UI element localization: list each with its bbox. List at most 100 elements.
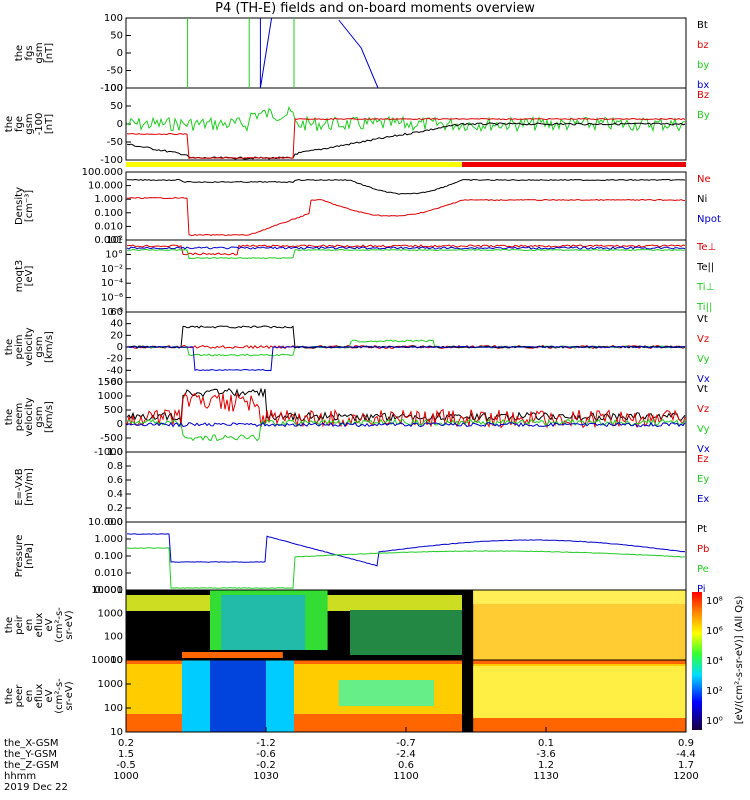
ytick-label-peer: 100 xyxy=(104,703,123,714)
colorbar-tick: 10⁶ xyxy=(706,626,723,637)
temp-te xyxy=(126,244,686,256)
legend-pressure-Pe: Pe xyxy=(697,564,709,575)
peir-band-inner xyxy=(221,595,306,650)
legend-efield-Ez: Ez xyxy=(697,454,709,465)
ytick-label-pressure: 0.100 xyxy=(94,551,123,562)
xaxis-value: 1200 xyxy=(673,771,698,782)
ytick-label-fgs: 50 xyxy=(110,31,123,42)
ytick-label-peer: 10 xyxy=(110,727,123,738)
ylabel-line: -100 xyxy=(34,113,45,136)
ylabel-line: gsm xyxy=(34,336,45,357)
legend-temp-Te||: Te|| xyxy=(696,262,714,273)
density-ne xyxy=(126,196,686,237)
xaxis-value: -0.2 xyxy=(256,760,276,771)
ylabel-line: E=-VxB xyxy=(14,468,25,505)
temp-tipar xyxy=(127,248,686,260)
ytick-label-density: 0.001 xyxy=(94,235,123,246)
pressure-pe xyxy=(126,547,686,589)
peer-band-green xyxy=(338,680,434,706)
colorbar-tick: 10² xyxy=(706,686,723,697)
peir-low-band xyxy=(182,652,283,658)
temp-ti xyxy=(126,246,686,250)
panel-frame-pressure xyxy=(125,521,687,591)
ylabel-efield: E=-VxB [mV/m] xyxy=(14,468,35,506)
ytick-label-peim: 20 xyxy=(110,330,123,341)
legend-peim-Vz: Vz xyxy=(697,334,709,345)
xaxis-row-label-3: hhmm xyxy=(4,771,36,782)
ylabel-line: gsm xyxy=(34,42,45,63)
ylabel-line: the xyxy=(4,617,15,633)
xaxis-value: -2.4 xyxy=(396,749,416,760)
ylabel-line: peir xyxy=(14,614,25,634)
ytick-label-temp: 10⁻⁴ xyxy=(101,278,123,289)
ytick-label-fgs: 100 xyxy=(104,13,123,24)
ytick-label-fge: 50 xyxy=(110,101,123,112)
legend-density-Ne: Ne xyxy=(697,174,711,185)
legend-peem-Vz: Vz xyxy=(697,404,709,415)
legend-temp-Ti||: Ti|| xyxy=(696,302,712,313)
legend-fgs-Bt: Bt xyxy=(697,20,708,31)
legend-pressure-Pt: Pt xyxy=(697,524,707,535)
ylabel-line: [nT] xyxy=(44,43,55,63)
ylabel-line: fgs xyxy=(24,45,35,60)
xaxis-value: -4.4 xyxy=(676,749,696,760)
peir-band-right-top xyxy=(473,590,686,604)
fgs-bx-jump xyxy=(259,17,273,89)
xaxis-row-label-2: the_Z-GSM xyxy=(4,760,59,771)
ylabel-line: [km/s] xyxy=(44,401,55,433)
ytick-label-peim: 40 xyxy=(110,319,123,330)
ytick-label-peem: -500 xyxy=(100,433,123,444)
ylabel-line: [nT] xyxy=(44,114,55,134)
ytick-label-efield: 0.2 xyxy=(107,503,123,514)
legend-fgs-by: by xyxy=(697,60,709,71)
ytick-label-peir: 10 xyxy=(110,655,123,666)
ytick-label-density: 0.100 xyxy=(94,208,123,219)
legend-fgs-bz: bz xyxy=(697,40,709,51)
ylabel-peim: the peim velocity gsm [km/s] xyxy=(4,327,55,366)
ylabel-line: eV xyxy=(44,618,55,631)
ytick-label-efield: 0.8 xyxy=(107,461,123,472)
peim-vx xyxy=(126,345,686,372)
fgs-bx-curve xyxy=(338,19,379,89)
ytick-label-peer: 1000 xyxy=(98,679,123,690)
xaxis-row-label-1: the_Y-GSM xyxy=(4,749,57,760)
colorbar-label: [eV/(cm²-s-sr-eV)] (All Qs) xyxy=(734,596,745,725)
legend-peim-Vy: Vy xyxy=(697,354,710,365)
legend-density-Ni: Ni xyxy=(697,194,707,205)
ylabel-line: (cm²-s- xyxy=(54,607,65,643)
ytick-label-peir: 1000 xyxy=(98,608,123,619)
ylabel-line: gsm xyxy=(24,113,35,134)
ylabel-line: the xyxy=(4,339,15,355)
xaxis-value: 1.2 xyxy=(538,760,554,771)
pressure-pi xyxy=(127,533,686,567)
peer-band-blue xyxy=(210,660,266,732)
xaxis-value: 0.9 xyxy=(678,738,694,749)
status-bar-red xyxy=(462,162,686,167)
ytick-label-temp: 10² xyxy=(106,235,123,246)
ylabel-peem: the peem velocity gsm [km/s] xyxy=(4,397,55,436)
xaxis-date: 2019 Dec 22 xyxy=(4,782,68,793)
ylabel-line: the xyxy=(14,45,25,61)
ytick-label-temp: 10⁻² xyxy=(101,264,123,275)
ytick-label-peim: -20 xyxy=(107,354,123,365)
ylabel-peer: the peer en eflux eV (cm²-s-sr-eV) xyxy=(4,678,75,714)
ylabel-line: velocity xyxy=(24,327,35,366)
ytick-label-fgs: -100 xyxy=(100,83,123,94)
peem-vz xyxy=(126,392,686,429)
legend-pressure-Pi: Pi xyxy=(697,584,706,595)
xaxis-value: 1.7 xyxy=(678,760,694,771)
peim-vz xyxy=(126,344,686,350)
legend-peem-Vy: Vy xyxy=(697,424,710,435)
legend-temp-Te⊥: Te⊥ xyxy=(696,242,716,253)
ytick-label-peem: 500 xyxy=(104,405,123,416)
ylabel-temp: moqt3 [eV] xyxy=(14,260,35,293)
ylabel-line: eflux xyxy=(34,613,45,638)
density-ni xyxy=(126,178,686,195)
ytick-label-efield: 0.0 xyxy=(107,517,123,528)
ytick-label-fgs: -50 xyxy=(107,66,123,77)
ylabel-line: the xyxy=(4,688,15,704)
fge-bt xyxy=(126,122,686,160)
ylabel-line: fge xyxy=(14,116,25,132)
ylabel-line: [km/s] xyxy=(44,331,55,363)
ylabel-line: [eV] xyxy=(24,266,35,287)
